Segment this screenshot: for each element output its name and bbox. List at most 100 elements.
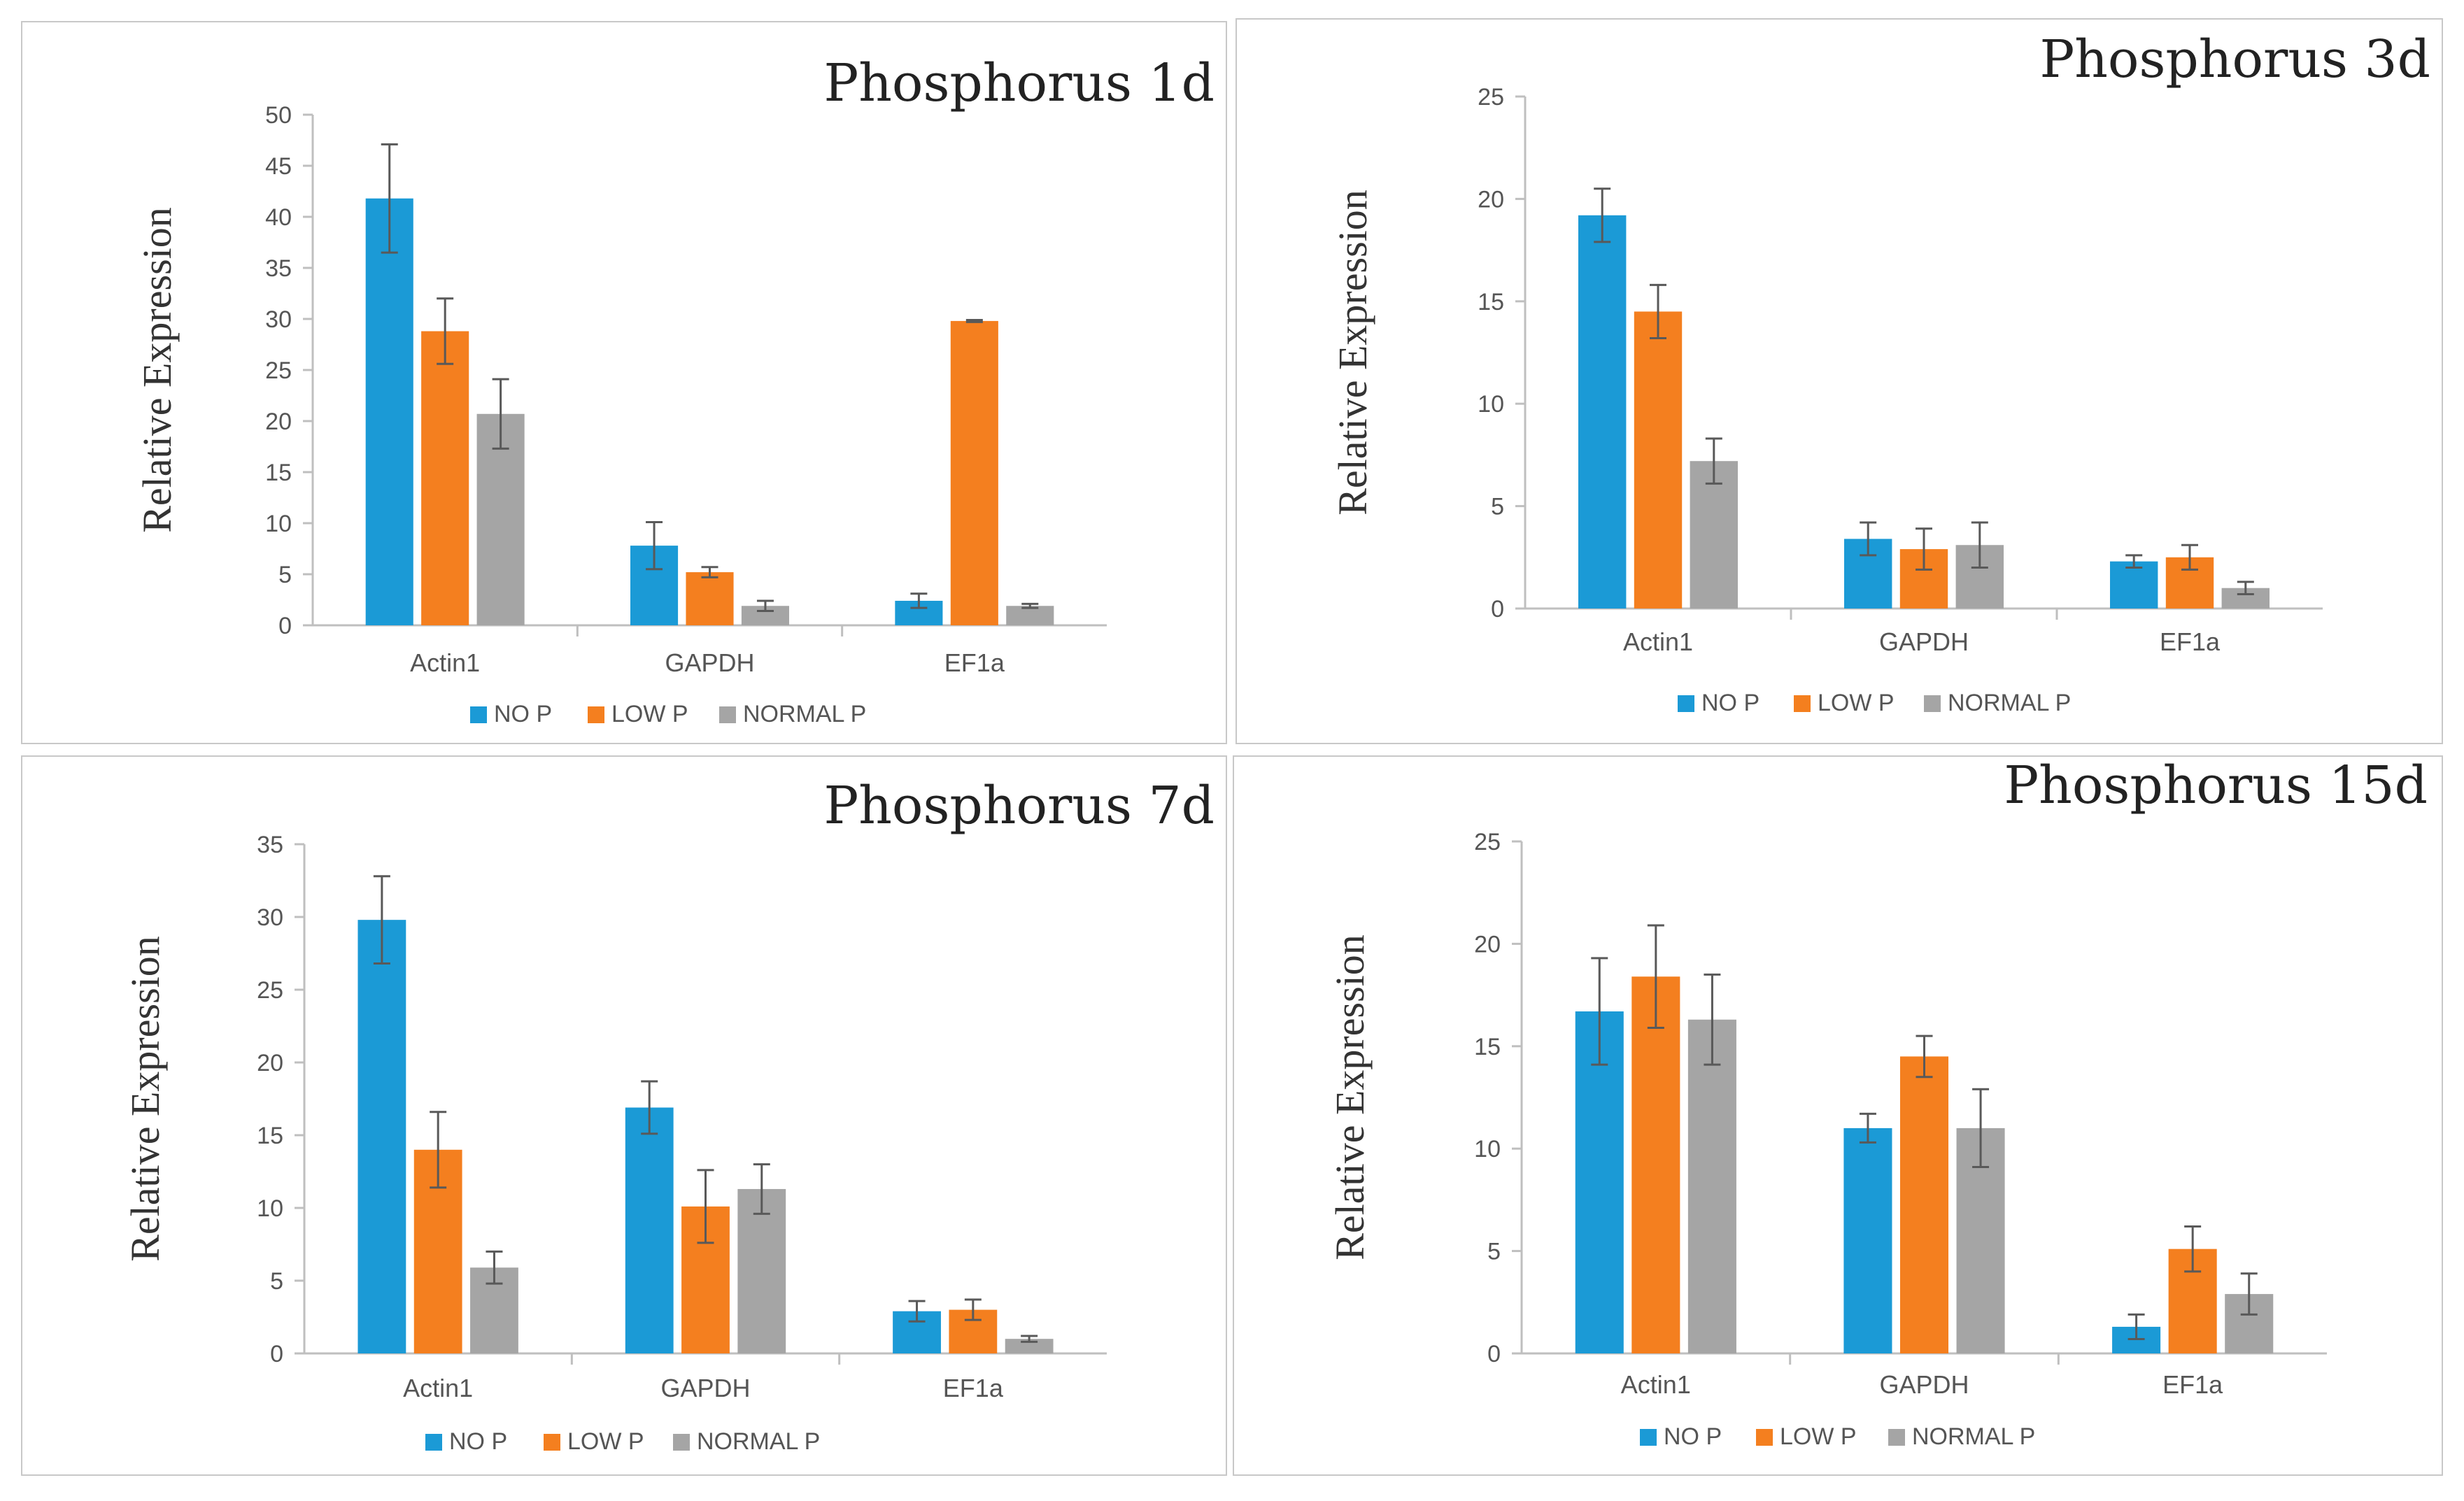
y-tick-label: 15 — [265, 460, 292, 486]
chart-panel-15d: Phosphorus 15d Relative Expression 0 5 10 15 2… — [1233, 755, 2443, 1476]
legend-swatch — [544, 1434, 560, 1451]
y-axis-label: Relative Expression — [1327, 934, 1373, 1260]
y-tick-label: 25 — [1474, 829, 1501, 855]
bar — [1575, 1011, 1624, 1353]
legend-label: LOW P — [1818, 690, 1895, 716]
bar — [1843, 1127, 1892, 1353]
y-tick-label: 0 — [1487, 1341, 1501, 1367]
y-tick-label: 5 — [270, 1268, 283, 1295]
bar — [1005, 1339, 1054, 1353]
category-label: GAPDH — [1879, 1370, 1969, 1399]
y-tick-label: 0 — [1491, 596, 1504, 623]
y-tick-label: 10 — [265, 511, 292, 537]
legend-swatch — [1756, 1429, 1773, 1446]
bar — [686, 572, 734, 625]
y-tick-label: 5 — [1487, 1239, 1501, 1265]
legend-label: LOW P — [567, 1428, 644, 1455]
y-tick-label: 20 — [1478, 186, 1504, 213]
y-tick-label: 30 — [257, 904, 283, 931]
legend-label: LOW P — [1780, 1423, 1857, 1450]
y-axis-label: Relative Expression — [122, 936, 168, 1262]
chart-3d: Phosphorus 3d Relative Expression 0 5 10 15 20… — [1330, 29, 2430, 716]
y-tick-label: 10 — [1478, 391, 1504, 418]
chart-title: Phosphorus 1d — [823, 53, 1215, 113]
y-tick-label: 40 — [265, 204, 292, 231]
y-tick-label: 25 — [1478, 84, 1504, 111]
bar — [1006, 606, 1054, 625]
chart-panel-3d: Phosphorus 3d Relative Expression 0 5 10 15 20… — [1235, 18, 2443, 744]
bar — [1631, 976, 1680, 1353]
category-label: EF1a — [943, 1374, 1004, 1402]
legend-swatch — [1924, 695, 1941, 712]
chart-title: Phosphorus 7d — [823, 776, 1215, 836]
y-tick-label: 20 — [257, 1050, 283, 1076]
category-label: Actin1 — [1623, 627, 1693, 656]
chart-panel-7d: Phosphorus 7d Relative Expression 0 5 10 15 20… — [21, 755, 1227, 1476]
category-label: Actin1 — [403, 1374, 473, 1402]
y-tick-label: 25 — [265, 357, 292, 384]
legend-swatch — [1794, 695, 1811, 712]
bar — [950, 320, 998, 625]
chart-15d: Phosphorus 15d Relative Expression 0 5 10 15 2… — [1327, 757, 2428, 1450]
bar — [1578, 215, 1627, 609]
legend-label: NO P — [1701, 690, 1760, 716]
category-label: EF1a — [2162, 1370, 2223, 1399]
legend-swatch — [1640, 1429, 1657, 1446]
category-label: GAPDH — [660, 1374, 750, 1402]
legend-swatch — [1888, 1429, 1905, 1446]
y-tick-label: 20 — [265, 408, 292, 435]
legend-swatch — [1678, 695, 1694, 712]
y-tick-label: 45 — [265, 153, 292, 180]
y-tick-label: 10 — [1474, 1136, 1501, 1162]
legend-label: NORMAL P — [697, 1428, 820, 1455]
legend-label: NORMAL P — [1948, 690, 2071, 716]
category-label: Actin1 — [410, 648, 480, 677]
y-tick-label: 0 — [278, 613, 292, 639]
bar — [737, 1188, 786, 1353]
y-axis-label: Relative Expression — [134, 207, 180, 533]
legend-label: NO P — [449, 1428, 507, 1455]
legend-label: NORMAL P — [743, 701, 866, 727]
y-tick-label: 50 — [265, 102, 292, 129]
legend-swatch — [588, 706, 604, 723]
y-tick-label: 5 — [278, 562, 292, 588]
bar — [357, 920, 406, 1353]
y-tick-label: 15 — [1478, 289, 1504, 315]
bar — [1690, 461, 1738, 609]
category-label: GAPDH — [665, 648, 754, 677]
legend-swatch — [673, 1434, 690, 1451]
bar — [1899, 1056, 1949, 1353]
bar — [365, 198, 413, 626]
y-tick-label: 0 — [270, 1341, 283, 1367]
y-tick-label: 20 — [1474, 931, 1501, 958]
legend-swatch — [425, 1434, 442, 1451]
legend-label: NORMAL P — [1912, 1423, 2035, 1450]
y-tick-label: 15 — [257, 1123, 283, 1149]
y-tick-label: 35 — [265, 255, 292, 282]
bar — [1634, 311, 1683, 609]
bar — [1687, 1019, 1736, 1353]
legend-label: LOW P — [611, 701, 688, 727]
bar — [625, 1107, 674, 1353]
y-tick-label: 35 — [257, 832, 283, 858]
bar — [421, 331, 469, 625]
y-axis-label: Relative Expression — [1330, 190, 1375, 515]
y-tick-label: 30 — [265, 306, 292, 333]
legend-swatch — [719, 706, 736, 723]
chart-title: Phosphorus 15d — [2004, 757, 2428, 816]
legend-label: NO P — [1664, 1423, 1722, 1450]
chart-title: Phosphorus 3d — [2039, 29, 2430, 90]
y-tick-label: 10 — [257, 1195, 283, 1222]
y-tick-label: 5 — [1491, 494, 1504, 520]
chart-7d: Phosphorus 7d Relative Expression 0 5 10 15 20… — [122, 776, 1215, 1455]
y-tick-label: 15 — [1474, 1034, 1501, 1060]
legend-swatch — [470, 706, 487, 723]
chart-1d: Phosphorus 1d Relative Expression 0 5 10 15 20… — [134, 53, 1215, 727]
category-label: GAPDH — [1879, 627, 1969, 656]
category-label: EF1a — [944, 648, 1005, 677]
category-label: EF1a — [2160, 627, 2221, 656]
category-label: Actin1 — [1621, 1370, 1691, 1399]
bar — [2110, 561, 2158, 609]
chart-panel-1d: Phosphorus 1d Relative Expression 0 5 10 15 20… — [21, 21, 1227, 744]
legend-label: NO P — [494, 701, 552, 727]
